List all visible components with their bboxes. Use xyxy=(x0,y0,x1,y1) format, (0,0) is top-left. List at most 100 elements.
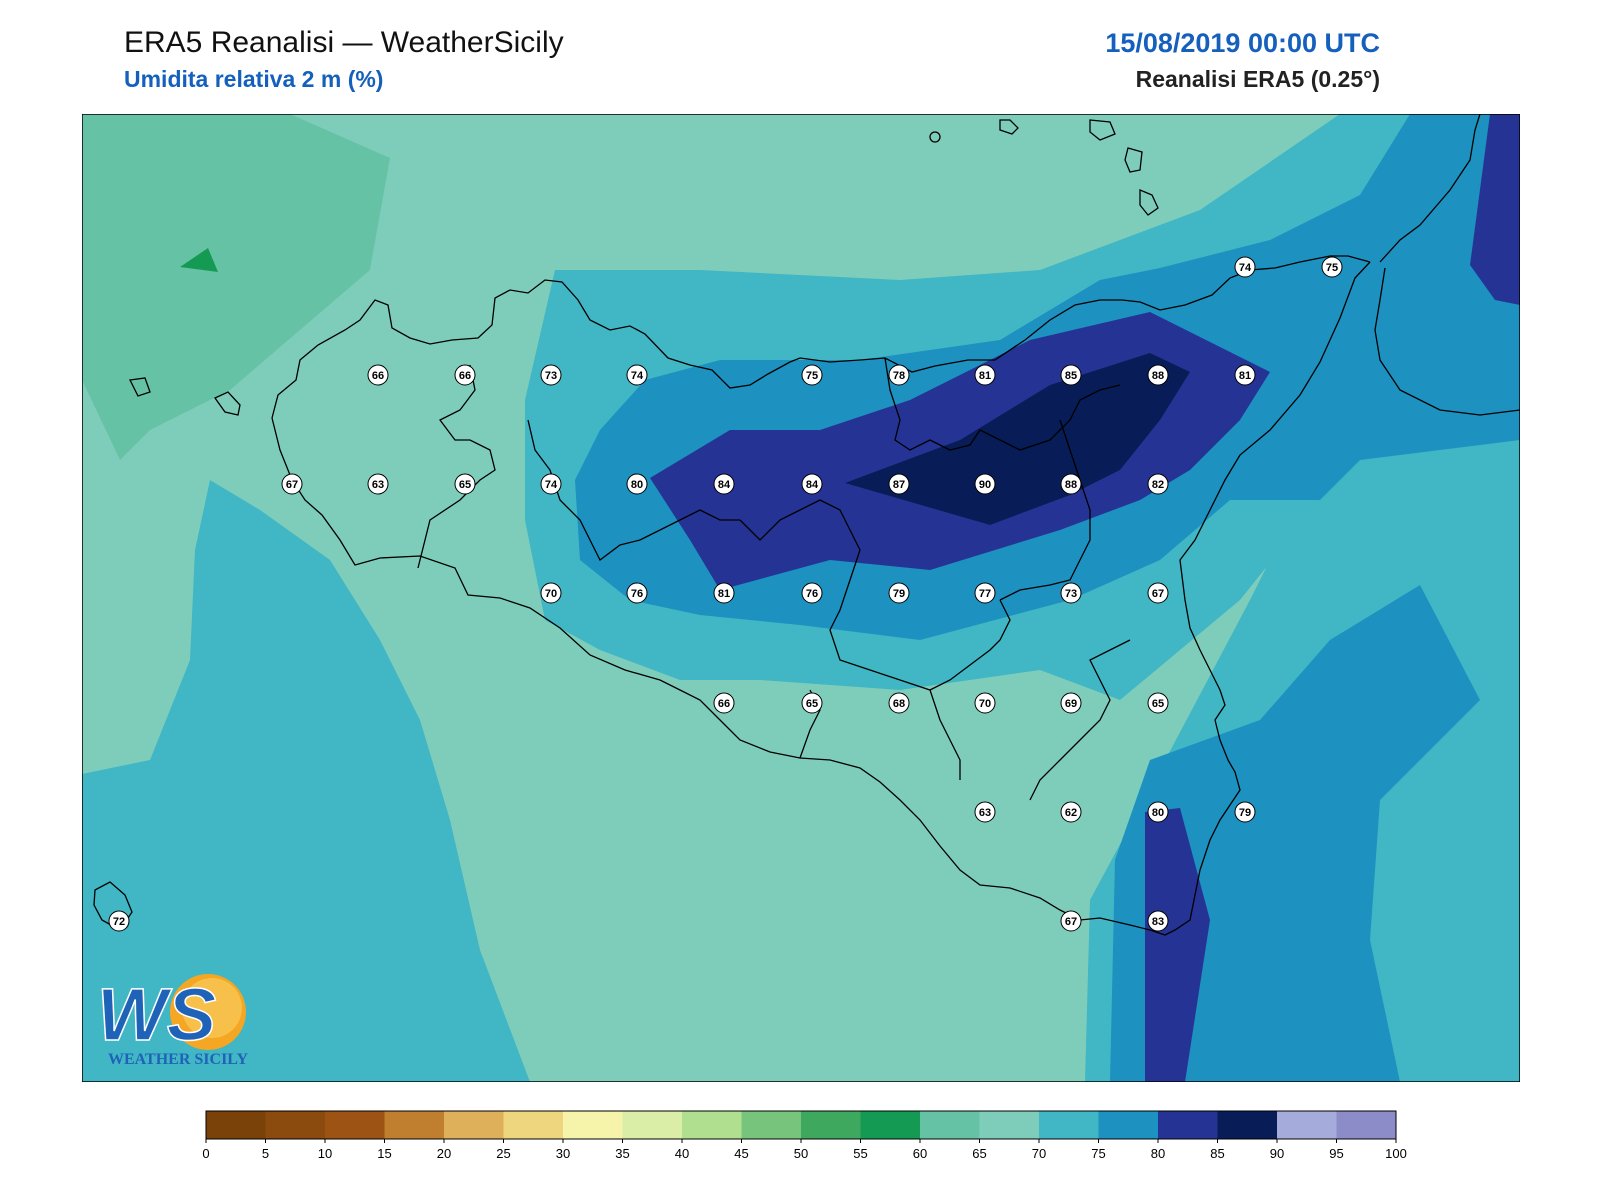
station-values: 66 66 73 74 75 78 81 85 88 81 67 63 65 74 80 84 84 87 90 88… xyxy=(108,256,1343,932)
station-value: 79 xyxy=(893,588,905,600)
colorbar-tick-label: 95 xyxy=(1329,1146,1343,1161)
station-dot xyxy=(1234,364,1256,386)
station-dot xyxy=(281,473,303,495)
station-marker: 65 xyxy=(454,473,476,495)
colorbar-tick-label: 85 xyxy=(1210,1146,1224,1161)
station-value: 88 xyxy=(1065,479,1077,491)
station-value: 67 xyxy=(1152,588,1164,600)
station-value: 65 xyxy=(459,479,471,491)
station-dot xyxy=(801,473,823,495)
station-value: 75 xyxy=(806,370,818,382)
station-dot xyxy=(1147,473,1169,495)
colorbar-swatch xyxy=(682,1111,742,1139)
colorbar-tick-label: 0 xyxy=(202,1146,209,1161)
station-value: 88 xyxy=(1152,370,1164,382)
station-marker: 66 xyxy=(454,364,476,386)
colorbar-swatch xyxy=(1039,1111,1099,1139)
station-marker: 90 xyxy=(974,473,996,495)
station-value: 81 xyxy=(718,588,730,600)
station-marker: 75 xyxy=(1321,256,1343,278)
colorbar-swatch xyxy=(741,1111,802,1139)
colorbar-swatch xyxy=(563,1111,623,1139)
station-value: 63 xyxy=(979,807,991,819)
colorbar-swatch xyxy=(979,1111,1040,1139)
colorbar-tick-label: 45 xyxy=(734,1146,748,1161)
station-value: 69 xyxy=(1065,698,1077,710)
station-value: 62 xyxy=(1065,807,1077,819)
colorbar-swatch xyxy=(1158,1111,1218,1139)
station-dot xyxy=(888,473,910,495)
station-value: 70 xyxy=(979,698,991,710)
station-value: 78 xyxy=(893,370,905,382)
station-marker: 78 xyxy=(888,364,910,386)
station-marker: 88 xyxy=(1060,473,1082,495)
station-value: 65 xyxy=(806,698,818,710)
map-subtitle: Umidita relativa 2 m (%) xyxy=(124,66,384,92)
station-marker: 83 xyxy=(1147,910,1169,932)
colorbar-swatch xyxy=(265,1111,326,1139)
station-marker: 80 xyxy=(626,473,648,495)
colorbar-swatch xyxy=(444,1111,504,1139)
station-dot xyxy=(1060,364,1082,386)
station-value: 73 xyxy=(1065,588,1077,600)
station-marker: 67 xyxy=(1060,910,1082,932)
colorbar-tick-label: 75 xyxy=(1091,1146,1105,1161)
logo-text: WEATHER SICILY xyxy=(108,1051,248,1068)
station-dot xyxy=(1234,801,1256,823)
colorbar-swatch xyxy=(206,1111,266,1139)
station-value: 82 xyxy=(1152,479,1164,491)
colorbar-tick-label: 5 xyxy=(262,1146,269,1161)
station-dot xyxy=(974,364,996,386)
colorbar-tick-label: 55 xyxy=(853,1146,867,1161)
colorbar-tick-label: 50 xyxy=(794,1146,808,1161)
station-marker: 63 xyxy=(367,473,389,495)
station-dot xyxy=(801,364,823,386)
colorbar-swatch xyxy=(1217,1111,1278,1139)
rh-band-85-90 xyxy=(845,353,1190,525)
station-value: 84 xyxy=(718,479,731,491)
station-dot xyxy=(974,801,996,823)
station-marker: 66 xyxy=(713,692,735,714)
station-dot xyxy=(713,582,735,604)
station-value: 74 xyxy=(631,370,644,382)
station-marker: 65 xyxy=(1147,692,1169,714)
station-dot xyxy=(1234,256,1256,278)
station-marker: 73 xyxy=(540,364,562,386)
station-value: 72 xyxy=(113,916,125,928)
station-value: 73 xyxy=(545,370,557,382)
station-marker: 84 xyxy=(801,473,823,495)
colorbar-tick-label: 20 xyxy=(437,1146,451,1161)
station-dot xyxy=(1147,692,1169,714)
colorbar-swatch xyxy=(384,1111,445,1139)
station-dot xyxy=(1147,364,1169,386)
colorbar-swatch xyxy=(801,1111,861,1139)
station-value: 81 xyxy=(979,370,991,382)
station-value: 67 xyxy=(1065,916,1077,928)
station-marker: 74 xyxy=(626,364,648,386)
colorbar-swatch xyxy=(1277,1111,1337,1139)
rh-band-80-85-ne xyxy=(1470,114,1520,305)
station-dot xyxy=(801,582,823,604)
station-marker: 75 xyxy=(801,364,823,386)
station-dot xyxy=(367,473,389,495)
colorbar-tick-label: 30 xyxy=(556,1146,570,1161)
station-marker: 80 xyxy=(1147,801,1169,823)
station-marker: 72 xyxy=(108,910,130,932)
station-marker: 67 xyxy=(1147,582,1169,604)
station-value: 85 xyxy=(1065,370,1077,382)
station-marker: 82 xyxy=(1147,473,1169,495)
station-dot xyxy=(974,473,996,495)
station-value: 81 xyxy=(1239,370,1251,382)
rh-band-70-75-west xyxy=(82,480,530,1082)
station-marker: 87 xyxy=(888,473,910,495)
station-dot xyxy=(108,910,130,932)
station-marker: 79 xyxy=(1234,801,1256,823)
station-dot xyxy=(888,692,910,714)
station-value: 74 xyxy=(545,479,558,491)
station-value: 70 xyxy=(545,588,557,600)
station-value: 66 xyxy=(718,698,730,710)
colorbar-swatch xyxy=(325,1111,385,1139)
station-dot xyxy=(626,364,648,386)
colorbar-tick-label: 90 xyxy=(1270,1146,1284,1161)
station-dot xyxy=(540,364,562,386)
